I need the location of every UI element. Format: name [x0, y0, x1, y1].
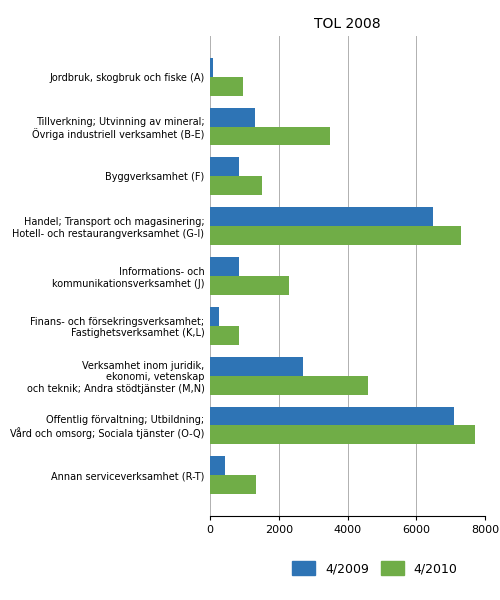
- Bar: [210, 425, 474, 445]
- Bar: [210, 407, 454, 425]
- Bar: [210, 157, 239, 176]
- Bar: [210, 77, 242, 95]
- Bar: [210, 326, 239, 345]
- Bar: [210, 475, 256, 494]
- Legend: 4/2009, 4/2010: 4/2009, 4/2010: [288, 556, 463, 580]
- Bar: [210, 356, 303, 376]
- Bar: [210, 226, 461, 245]
- Title: TOL 2008: TOL 2008: [314, 17, 381, 31]
- Bar: [210, 457, 226, 475]
- Bar: [210, 127, 330, 145]
- Bar: [210, 58, 214, 77]
- Bar: [210, 276, 289, 295]
- Bar: [210, 207, 434, 226]
- Bar: [210, 107, 254, 127]
- Bar: [210, 307, 218, 326]
- Bar: [210, 376, 368, 395]
- Bar: [210, 176, 262, 196]
- Bar: [210, 257, 239, 276]
